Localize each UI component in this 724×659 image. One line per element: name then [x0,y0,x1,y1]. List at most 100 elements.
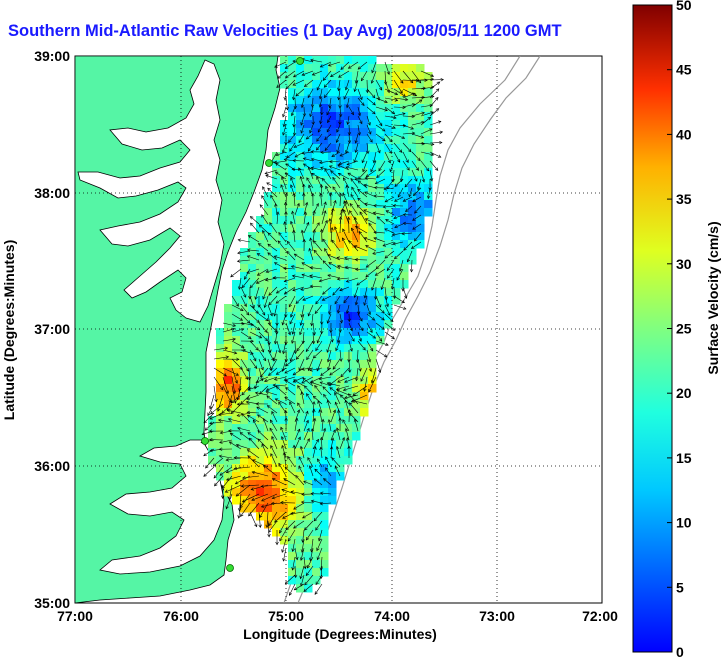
velocity-vector [348,61,359,69]
vector-arrowhead [281,149,286,154]
vector-arrowhead [301,273,305,277]
velocity-vector [275,295,287,304]
velocity-vector [346,160,359,165]
velocity-vector [294,253,305,261]
velocity-cell [296,480,305,489]
vector-arrowhead [302,515,306,519]
velocity-cell [408,168,417,177]
velocity-cell [352,96,361,105]
vector-arrowhead [241,391,245,396]
velocity-vector [274,304,278,317]
velocity-cell [216,448,225,457]
velocity-cell [288,536,297,545]
velocity-cell [368,128,377,137]
velocity-cell [296,584,305,593]
velocity-vector [385,219,395,225]
velocity-cell [320,360,329,369]
vector-arrowhead [219,440,223,444]
velocity-cell [248,472,257,481]
velocity-cell [368,112,377,121]
velocity-cell [272,352,281,361]
vector-arrowhead [283,478,287,482]
velocity-cell [304,296,313,305]
vector-arrowhead [310,58,314,63]
vector-arrowhead [373,194,377,198]
velocity-cell [416,128,425,137]
vector-arrowhead [284,466,289,471]
velocity-vector [376,259,386,269]
velocity-vector [402,160,410,171]
velocity-cell [352,200,361,209]
velocity-cell [280,272,289,281]
velocity-vector [384,106,395,115]
vector-arrowhead [292,288,296,292]
velocity-cell [368,72,377,81]
velocity-vector [357,331,362,342]
vector-arrowhead [343,177,347,181]
vector-arrowhead [324,248,328,252]
velocity-vector [306,133,314,140]
velocity-cell [264,304,273,313]
vector-arrowhead [391,111,396,115]
velocity-vector [411,160,419,171]
velocity-cell [392,104,401,113]
velocity-cell [296,144,305,153]
velocity-vector [222,367,239,376]
velocity-vector [285,70,296,79]
velocity-vector [282,124,287,136]
velocity-cell [368,320,377,329]
velocity-cell [280,320,289,329]
velocity-cell [288,216,297,225]
velocity-vector [342,237,350,252]
vector-arrowhead [290,220,294,225]
vector-arrowhead [333,199,337,204]
velocity-cell [328,368,337,377]
velocity-cell [328,296,337,305]
velocity-cell [352,336,361,345]
velocity-vector [321,428,326,441]
vector-arrowhead [255,379,260,384]
vector-arrowhead [240,484,245,488]
vector-arrowhead [305,536,310,541]
vector-arrowhead [214,482,218,487]
velocity-cell [296,560,305,569]
velocity-vector [336,427,341,441]
velocity-cell [336,56,345,65]
vector-arrowhead [345,166,349,170]
velocity-vector [327,358,332,371]
velocity-vector [343,177,350,189]
vector-arrowhead [363,388,367,392]
velocity-cell [288,128,297,137]
vector-arrowhead [280,184,284,188]
velocity-cell [344,120,353,129]
velocity-cell [344,360,353,369]
velocity-cell [224,408,233,417]
vector-arrowhead [245,376,249,380]
velocity-vector [258,349,267,361]
bathymetry-contour [297,56,541,603]
velocity-vector [282,358,287,372]
vector-arrowhead [427,116,432,121]
velocity-vector [230,432,242,441]
velocity-cell [368,80,377,89]
velocity-cell [392,248,401,257]
velocity-vector [267,243,278,252]
velocity-cell [352,160,361,169]
vector-arrowhead [270,194,274,199]
vector-arrowhead [349,327,353,332]
velocity-cell [320,376,329,385]
velocity-cell [312,72,321,81]
velocity-vector [301,70,314,76]
velocity-vector [309,248,314,261]
velocity-vector [314,304,323,314]
vector-arrowhead [327,274,331,278]
vector-arrowhead [251,470,256,475]
velocity-vector [407,250,413,262]
velocity-cell [392,168,401,177]
velocity-cell [424,168,433,177]
vector-arrowhead [430,111,434,115]
velocity-vector [246,268,260,274]
velocity-cell [216,352,225,361]
velocity-cell [304,320,313,329]
